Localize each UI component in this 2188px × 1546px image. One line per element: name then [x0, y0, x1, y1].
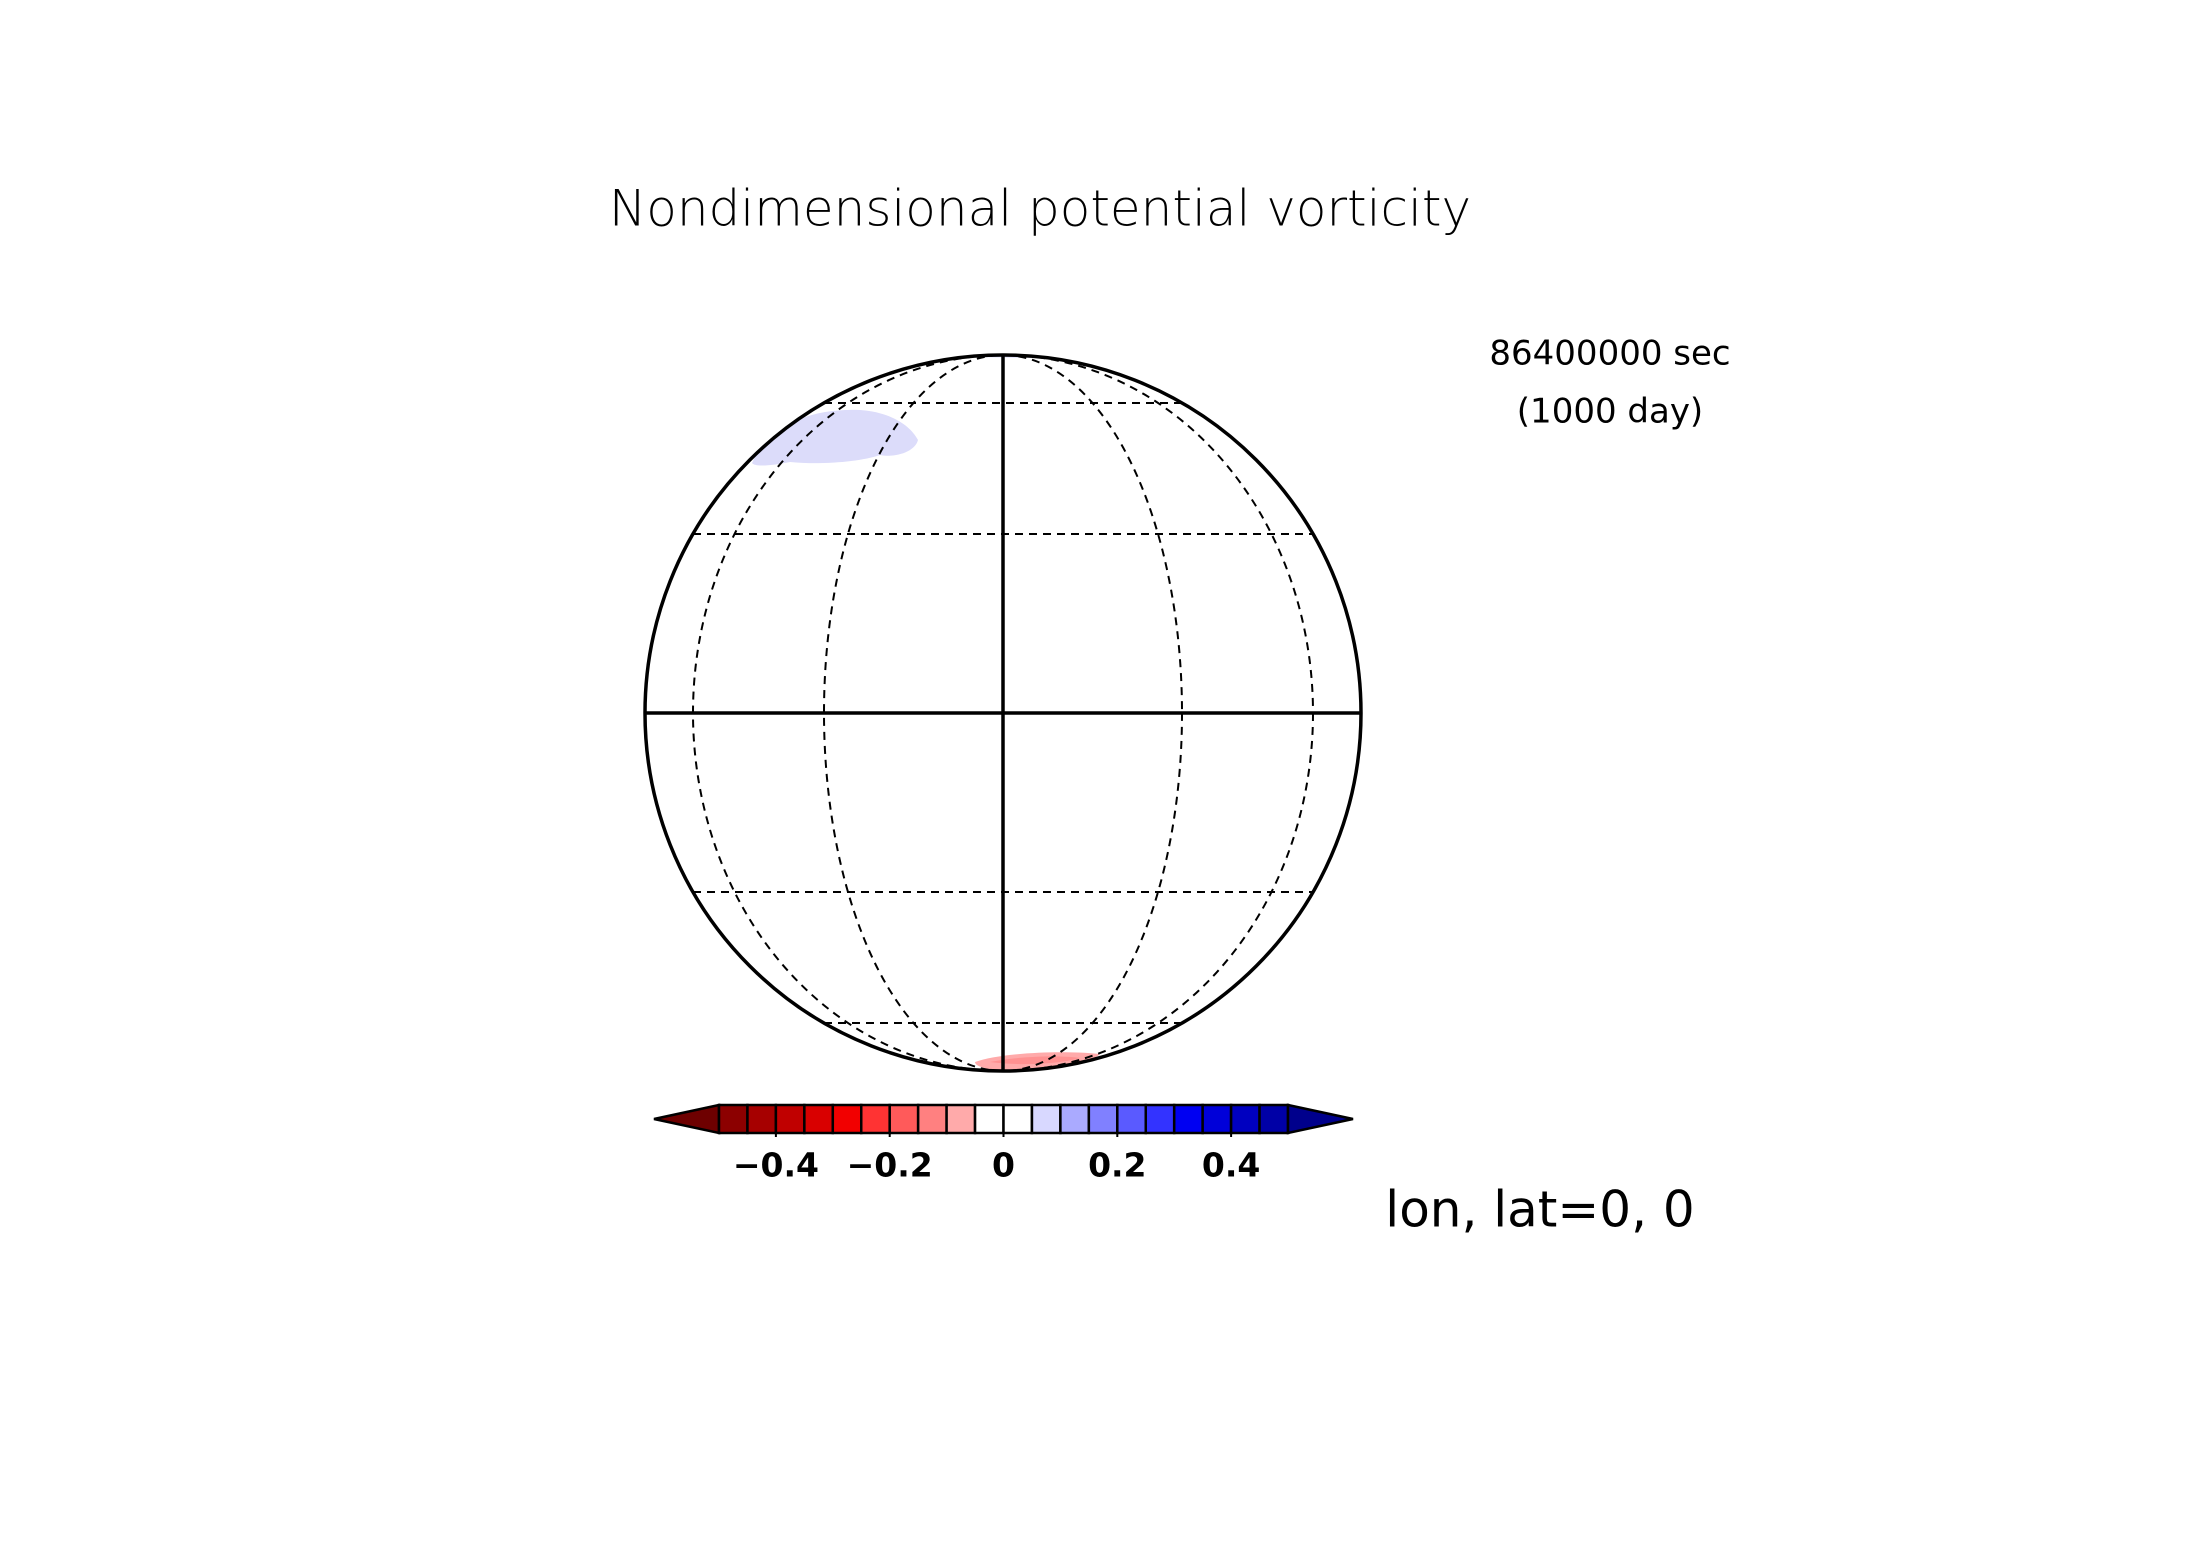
colorbar-box: [831, 1103, 863, 1135]
globe-outline: [643, 353, 1363, 1073]
colorbar-box: [1201, 1103, 1233, 1135]
colorbar-tick-label: −0.4: [733, 1146, 819, 1185]
colorbar-box: [860, 1103, 891, 1135]
colorbar-box: [945, 1103, 977, 1135]
time-label: 86400000 sec: [1489, 334, 1730, 374]
colorbar-box: [803, 1103, 835, 1135]
colorbar-tick-label: −0.2: [847, 1146, 933, 1185]
colorbar-box: [1229, 1103, 1261, 1135]
colorbar-box: [916, 1103, 948, 1135]
colorbar-box: [1172, 1103, 1204, 1135]
colorbar-box: [1002, 1103, 1034, 1135]
colorbar-box: [1116, 1103, 1148, 1135]
day-label: (1000 day): [1517, 392, 1703, 432]
globe: [643, 353, 1363, 1073]
colorbar-box: [1258, 1103, 1290, 1135]
colorbar-box: [888, 1103, 920, 1135]
colorbar-box: [1030, 1103, 1062, 1135]
colorbar-box: [973, 1103, 1005, 1135]
position-label: lon, lat=0, 0: [1385, 1181, 1694, 1239]
colorbar-box: [774, 1103, 806, 1135]
colorbar: −0.4 −0.2 0 0.2 0.4: [653, 1103, 1354, 1185]
colorbar-box: [746, 1103, 778, 1135]
shaded-region: [990, 1056, 1080, 1065]
title: Nondimensional potential vorticity: [609, 180, 1471, 238]
colorbar-extend-high: [1286, 1103, 1354, 1135]
colorbar-box: [1059, 1103, 1091, 1135]
colorbar-tick-label: 0.2: [1088, 1146, 1146, 1185]
colorbar-box: [717, 1103, 749, 1135]
colorbar-tick-label: 0: [992, 1146, 1015, 1185]
colorbar-box: [1087, 1103, 1119, 1135]
colorbar-tick-label: 0.4: [1202, 1146, 1260, 1185]
colorbar-box: [1144, 1103, 1176, 1135]
